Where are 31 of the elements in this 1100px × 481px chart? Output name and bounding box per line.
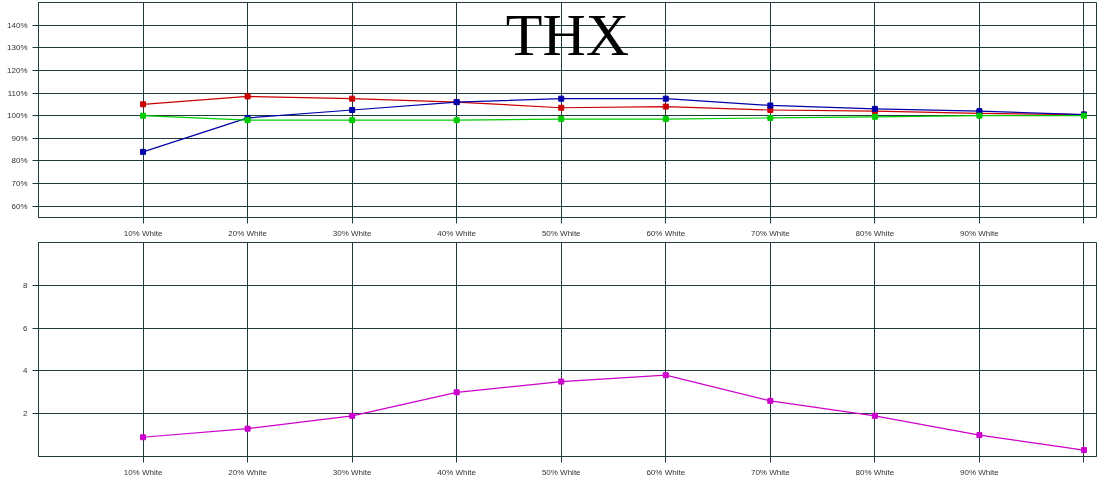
- x-tick-label: 50% White: [541, 467, 582, 477]
- x-tick-label: 80% White: [855, 228, 895, 238]
- x-tick-label: 70% White: [750, 467, 791, 477]
- x-tick-label: 90% White: [960, 467, 1000, 477]
- y-tick-label: 70%: [11, 179, 28, 189]
- x-tick-label: 30% White: [332, 467, 373, 477]
- y-tick-label: 6: [23, 323, 29, 333]
- x-tick-label: 20% White: [228, 228, 268, 238]
- y-tick-label: 2: [23, 409, 29, 419]
- y-tick-label: 90%: [11, 133, 28, 143]
- y-tick-label: 4: [23, 366, 29, 376]
- x-tick-label: 90% White: [960, 228, 1000, 238]
- x-tick-label: 30% White: [332, 228, 373, 238]
- x-tick-label: 70% White: [750, 228, 791, 238]
- y-tick-label: 140%: [7, 20, 28, 30]
- x-tick-label: 60% White: [646, 228, 686, 238]
- y-tick-label: 60%: [11, 201, 28, 211]
- y-tick-label: 120%: [7, 65, 28, 75]
- x-tick-label: 10% White: [123, 228, 163, 238]
- x-tick-label: 50% White: [541, 228, 582, 238]
- x-tick-label: 80% White: [855, 467, 895, 477]
- y-tick-label: 110%: [7, 88, 28, 98]
- x-tick-label: 40% White: [437, 228, 477, 238]
- x-tick-label: 10% White: [123, 467, 163, 477]
- y-tick-label: 80%: [11, 156, 28, 166]
- x-tick-label: 60% White: [646, 467, 686, 477]
- y-tick-label: 130%: [7, 43, 28, 53]
- x-tick-label: 40% White: [437, 467, 477, 477]
- x-tick-label: 20% White: [228, 467, 268, 477]
- y-tick-label: 8: [23, 280, 29, 290]
- y-tick-label: 100%: [7, 111, 28, 121]
